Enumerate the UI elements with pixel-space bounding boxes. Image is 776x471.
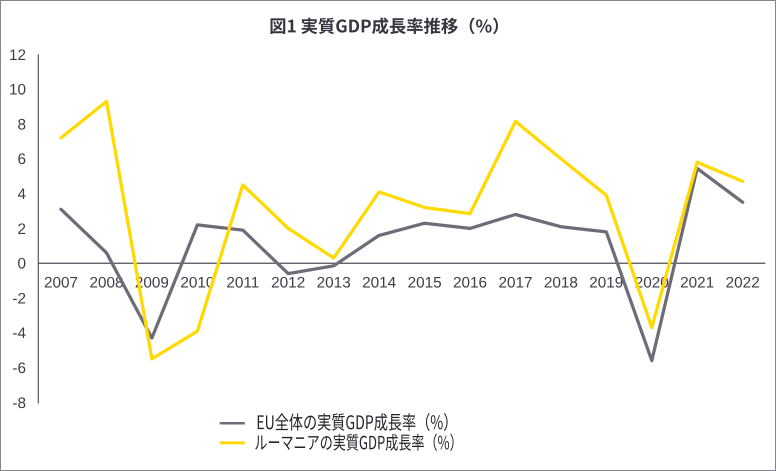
svg-text:2012: 2012 [271, 274, 305, 291]
svg-text:0: 0 [17, 256, 26, 273]
svg-text:2018: 2018 [544, 274, 578, 291]
svg-text:2010: 2010 [180, 274, 214, 291]
svg-text:2011: 2011 [226, 274, 259, 291]
svg-text:2008: 2008 [89, 274, 123, 291]
svg-text:2007: 2007 [44, 274, 78, 291]
svg-text:2021: 2021 [680, 274, 714, 291]
svg-text:2020: 2020 [635, 274, 669, 291]
svg-text:2009: 2009 [135, 274, 169, 291]
svg-text:2019: 2019 [589, 274, 623, 291]
svg-text:8: 8 [17, 116, 26, 133]
svg-text:-6: -6 [12, 360, 26, 377]
svg-text:2015: 2015 [408, 274, 442, 291]
svg-text:6: 6 [17, 151, 26, 168]
svg-text:2022: 2022 [726, 274, 760, 291]
svg-text:10: 10 [9, 82, 26, 99]
svg-text:2: 2 [17, 221, 26, 238]
svg-text:2013: 2013 [317, 274, 351, 291]
svg-text:4: 4 [17, 186, 26, 203]
svg-text:12: 12 [9, 47, 26, 64]
svg-text:2017: 2017 [498, 274, 532, 291]
svg-text:-8: -8 [12, 395, 26, 412]
svg-text:-2: -2 [12, 290, 26, 307]
svg-text:-4: -4 [12, 325, 26, 342]
svg-text:2014: 2014 [362, 274, 397, 291]
svg-text:2016: 2016 [453, 274, 487, 291]
